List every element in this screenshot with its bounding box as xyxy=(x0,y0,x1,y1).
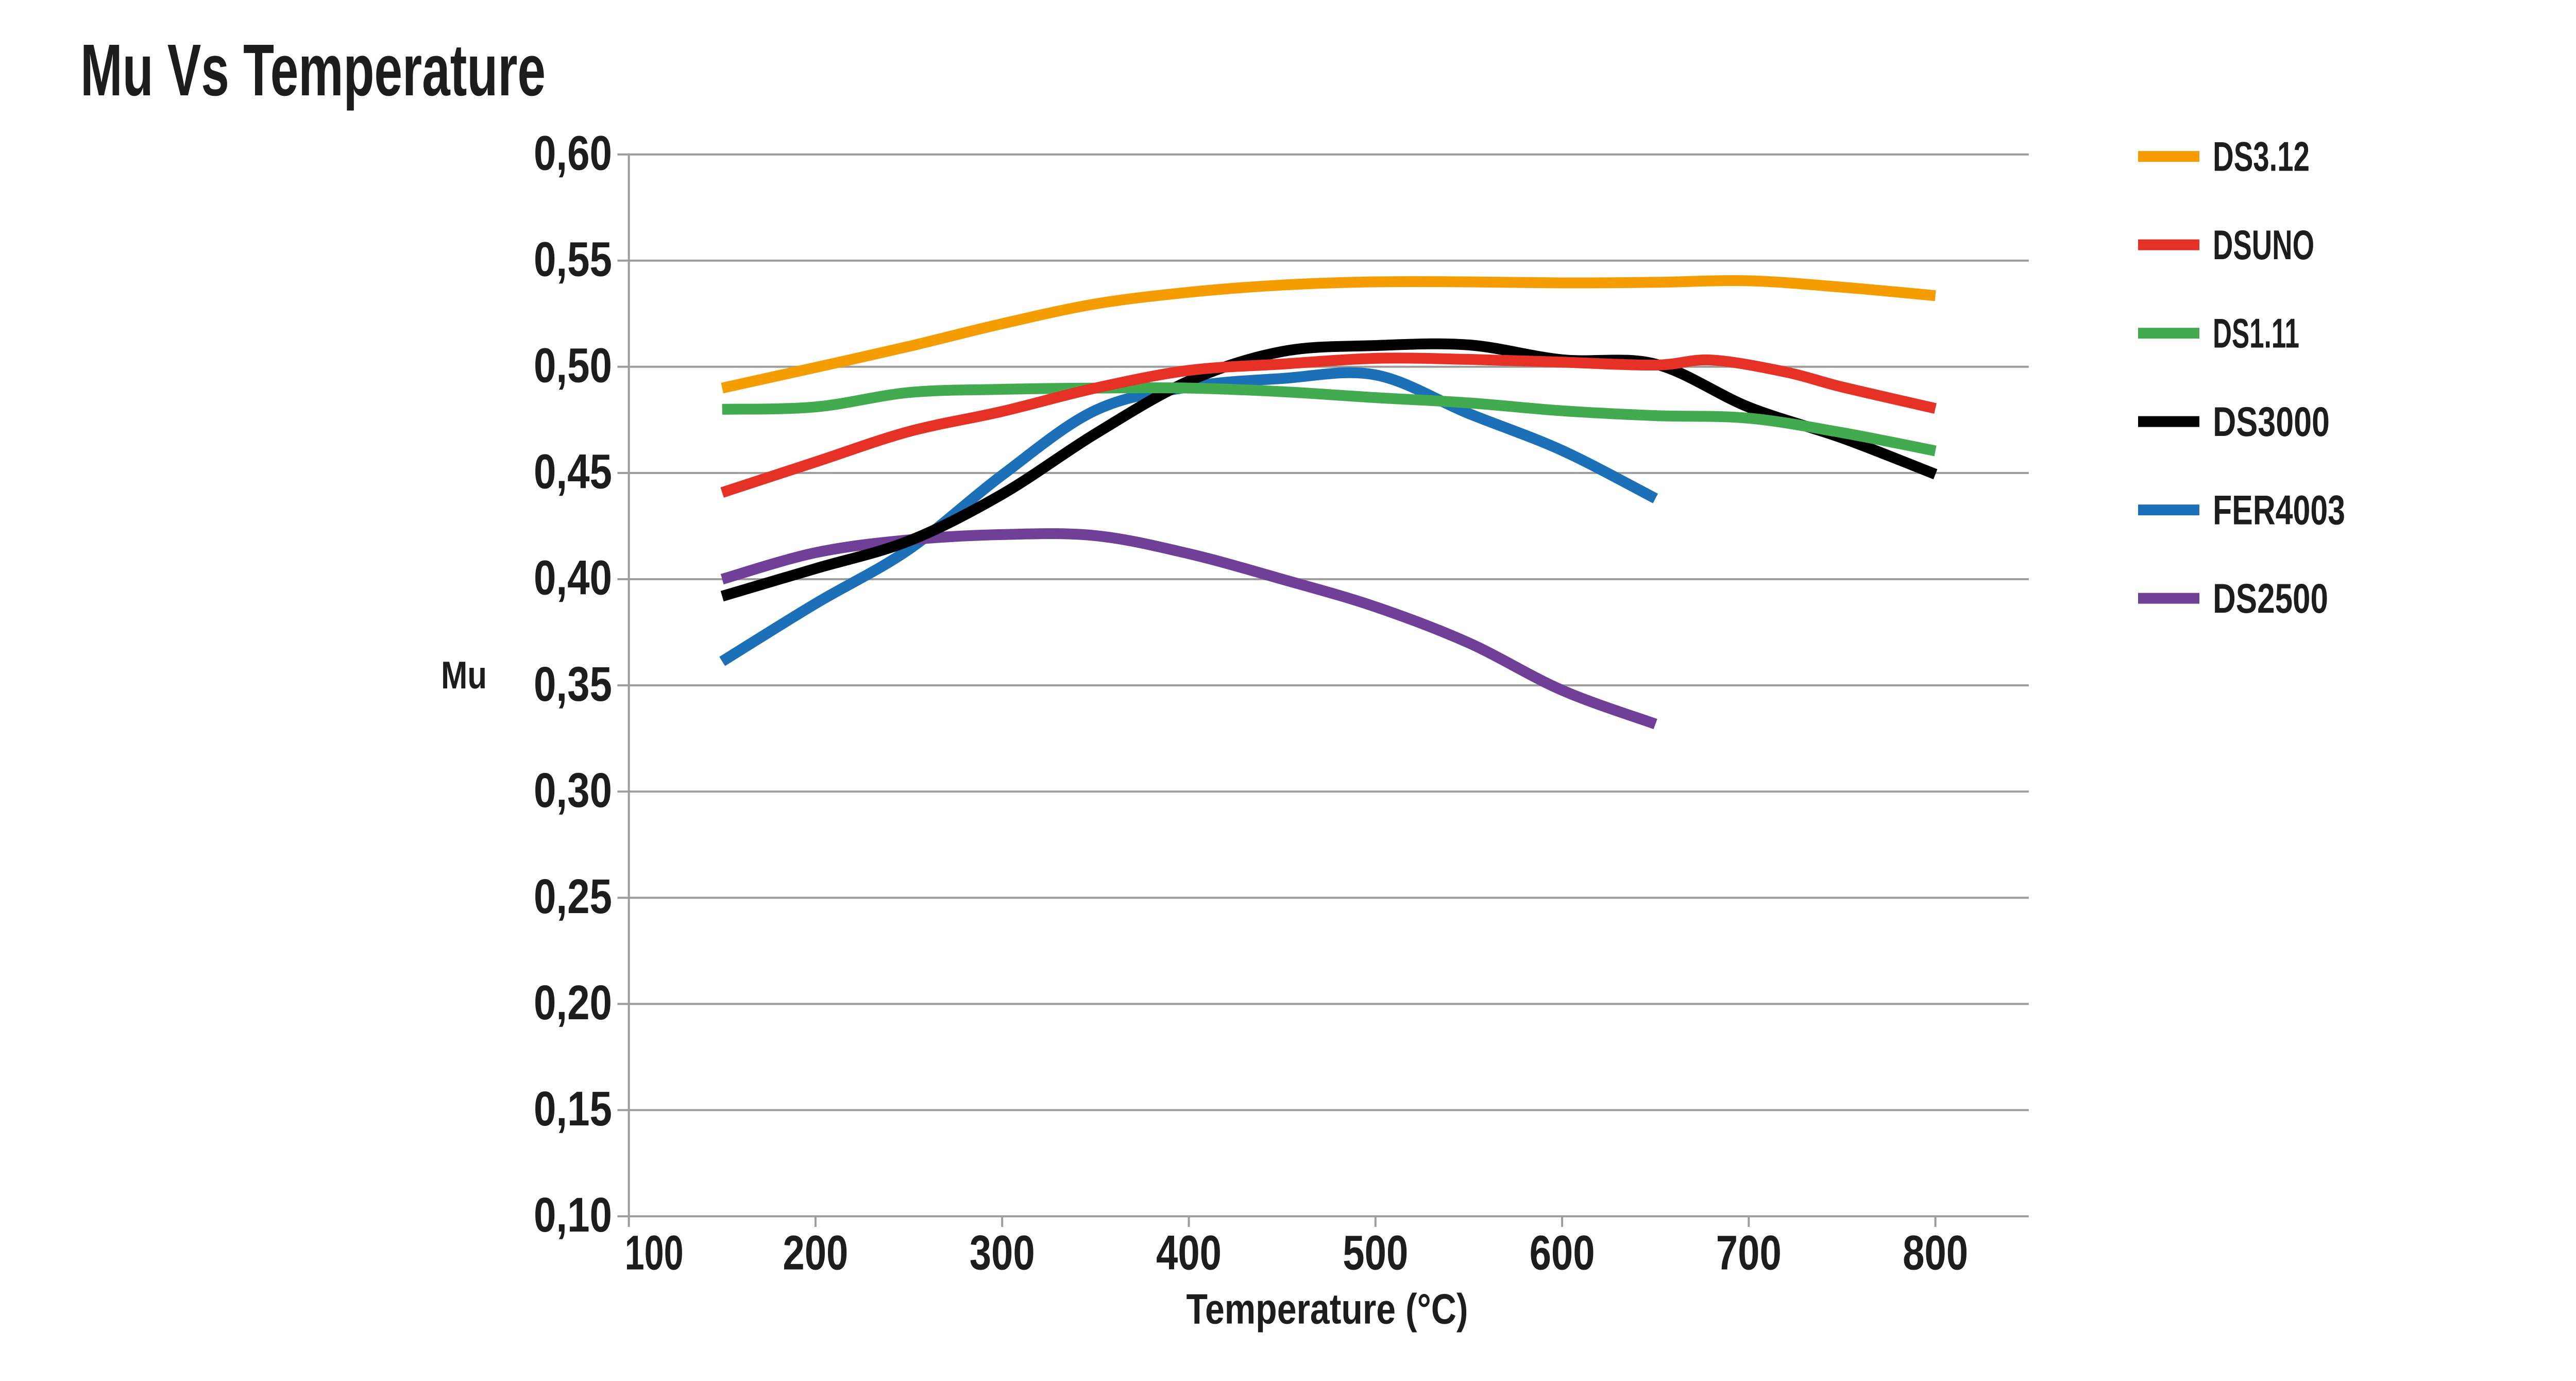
svg-text:Mu Vs Temperature: Mu Vs Temperature xyxy=(80,29,546,111)
svg-text:0,50: 0,50 xyxy=(534,339,612,393)
svg-text:DSUNO: DSUNO xyxy=(2213,222,2314,268)
svg-text:0,25: 0,25 xyxy=(534,869,612,924)
svg-text:100: 100 xyxy=(625,1226,684,1281)
svg-text:200: 200 xyxy=(783,1226,848,1281)
svg-text:300: 300 xyxy=(970,1226,1035,1281)
svg-text:0,45: 0,45 xyxy=(534,445,612,499)
svg-text:DS3000: DS3000 xyxy=(2213,399,2330,445)
svg-text:0,60: 0,60 xyxy=(534,126,612,180)
svg-text:800: 800 xyxy=(1903,1226,1968,1281)
svg-text:0,55: 0,55 xyxy=(534,232,612,287)
svg-text:500: 500 xyxy=(1343,1226,1408,1281)
svg-text:DS2500: DS2500 xyxy=(2213,576,2328,622)
svg-text:0,30: 0,30 xyxy=(534,763,612,818)
svg-text:0,35: 0,35 xyxy=(534,657,612,712)
svg-text:0,40: 0,40 xyxy=(534,551,612,605)
svg-text:0,15: 0,15 xyxy=(534,1082,612,1136)
svg-text:0,20: 0,20 xyxy=(534,975,612,1030)
svg-text:600: 600 xyxy=(1530,1226,1595,1281)
svg-text:FER4003: FER4003 xyxy=(2213,487,2345,533)
svg-text:DS3.12: DS3.12 xyxy=(2213,133,2310,180)
svg-text:0,10: 0,10 xyxy=(534,1188,612,1242)
svg-text:700: 700 xyxy=(1716,1226,1782,1281)
svg-text:Mu: Mu xyxy=(441,654,487,697)
svg-text:Temperature (°C): Temperature (°C) xyxy=(1187,1285,1468,1333)
svg-text:400: 400 xyxy=(1156,1226,1222,1281)
svg-text:DS1.11: DS1.11 xyxy=(2213,310,2299,357)
